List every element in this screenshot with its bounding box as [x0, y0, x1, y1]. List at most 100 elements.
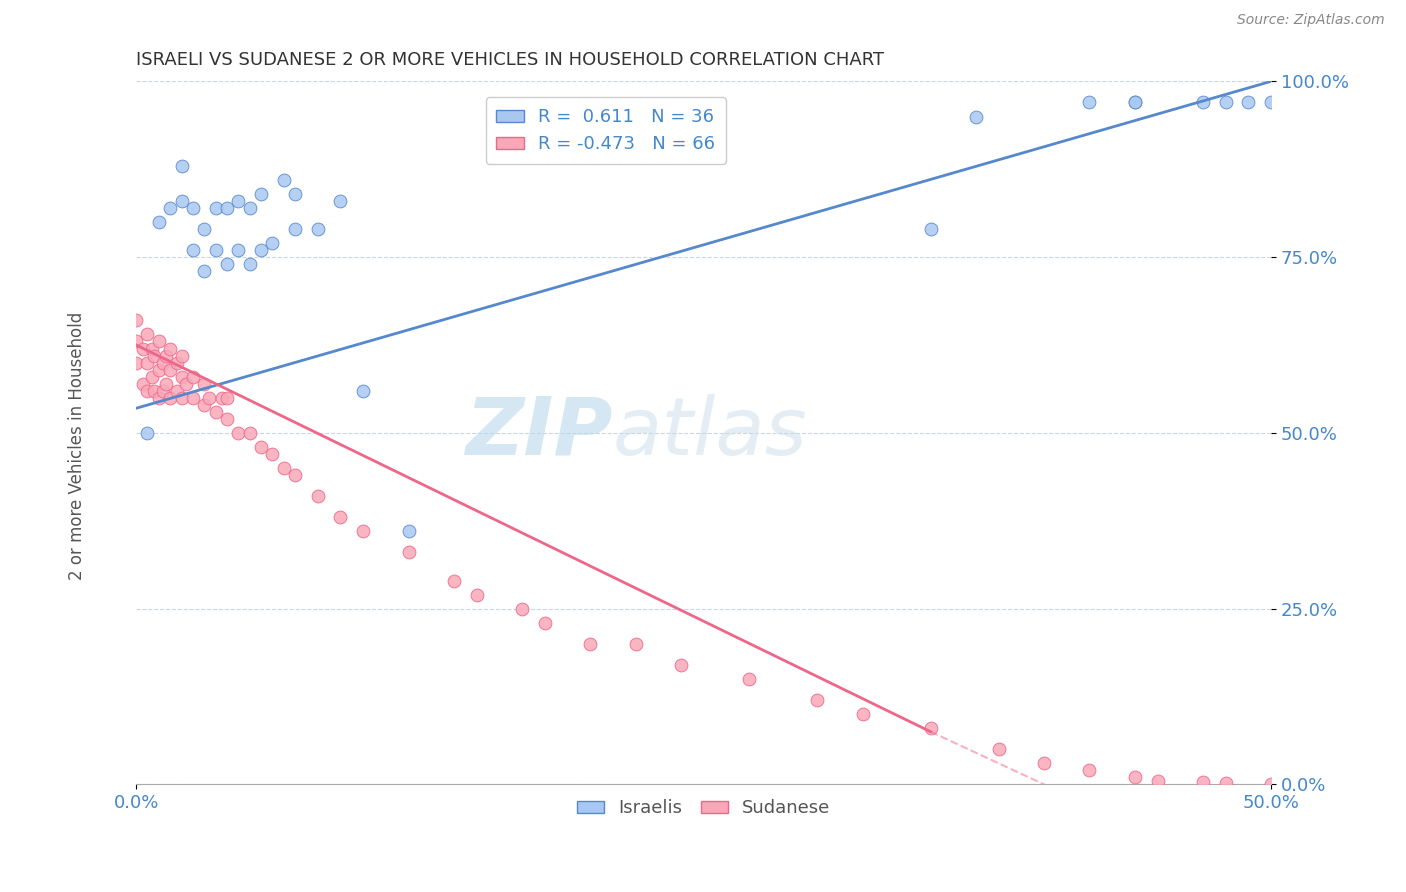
Point	[155, 376, 177, 391]
Point	[284, 468, 307, 483]
Text: ISRAELI VS SUDANESE 2 OR MORE VEHICLES IN HOUSEHOLD CORRELATION CHART: ISRAELI VS SUDANESE 2 OR MORE VEHICLES I…	[136, 51, 884, 69]
Point	[148, 362, 170, 376]
Point	[132, 376, 155, 391]
Point	[398, 545, 420, 559]
Point	[125, 355, 148, 369]
Point	[174, 376, 197, 391]
Point	[132, 342, 155, 356]
Point	[1123, 95, 1146, 110]
Point	[159, 391, 181, 405]
Point	[136, 384, 159, 398]
Point	[1078, 95, 1101, 110]
Point	[204, 201, 226, 215]
Point	[136, 327, 159, 342]
Point	[152, 355, 174, 369]
Point	[136, 425, 159, 440]
Point	[398, 524, 420, 539]
Point	[170, 159, 193, 173]
Point	[215, 391, 238, 405]
Point	[181, 201, 204, 215]
Point	[148, 215, 170, 229]
Point	[170, 194, 193, 208]
Point	[159, 201, 181, 215]
Point	[1123, 95, 1146, 110]
Point	[215, 412, 238, 426]
Point	[141, 342, 163, 356]
Legend: Israelis, Sudanese: Israelis, Sudanese	[569, 792, 838, 824]
Point	[307, 222, 329, 236]
Point	[250, 243, 273, 257]
Point	[141, 369, 163, 384]
Point	[204, 243, 226, 257]
Point	[965, 110, 987, 124]
Point	[669, 657, 692, 672]
Text: ZIP: ZIP	[465, 394, 613, 472]
Point	[1033, 756, 1056, 771]
Point	[215, 257, 238, 271]
Point	[262, 447, 284, 461]
Point	[148, 391, 170, 405]
Point	[284, 186, 307, 201]
Point	[1260, 777, 1282, 791]
Point	[284, 222, 307, 236]
Point	[181, 369, 204, 384]
Point	[510, 601, 533, 615]
Point	[250, 440, 273, 454]
Point	[211, 391, 233, 405]
Point	[1192, 95, 1215, 110]
Point	[170, 391, 193, 405]
Point	[166, 355, 188, 369]
Point	[197, 391, 219, 405]
Point	[193, 222, 215, 236]
Point	[1146, 773, 1168, 788]
Point	[273, 173, 295, 187]
Point	[193, 264, 215, 278]
Text: 2 or more Vehicles in Household: 2 or more Vehicles in Household	[69, 312, 86, 580]
Point	[125, 313, 148, 327]
Point	[1192, 775, 1215, 789]
Point	[239, 257, 262, 271]
Point	[193, 376, 215, 391]
Point	[159, 342, 181, 356]
Point	[148, 334, 170, 349]
Point	[250, 186, 273, 201]
Point	[143, 384, 166, 398]
Point	[181, 391, 204, 405]
Point	[155, 349, 177, 363]
Point	[920, 222, 942, 236]
Point	[181, 243, 204, 257]
Point	[1215, 776, 1237, 790]
Point	[125, 334, 148, 349]
Point	[443, 574, 465, 588]
Point	[193, 398, 215, 412]
Point	[159, 362, 181, 376]
Point	[851, 707, 873, 722]
Point	[143, 349, 166, 363]
Point	[579, 637, 602, 651]
Point	[1215, 95, 1237, 110]
Point	[239, 201, 262, 215]
Point	[226, 194, 249, 208]
Point	[533, 615, 555, 630]
Point	[1123, 771, 1146, 785]
Point	[624, 637, 647, 651]
Point	[307, 489, 329, 503]
Point	[170, 349, 193, 363]
Point	[738, 672, 761, 686]
Point	[352, 524, 374, 539]
Point	[239, 425, 262, 440]
Point	[226, 425, 249, 440]
Text: atlas: atlas	[613, 394, 807, 472]
Point	[226, 243, 249, 257]
Point	[987, 742, 1010, 756]
Point	[329, 510, 352, 524]
Point	[273, 461, 295, 475]
Point	[136, 355, 159, 369]
Point	[1260, 95, 1282, 110]
Point	[215, 201, 238, 215]
Point	[806, 693, 828, 707]
Point	[204, 405, 226, 419]
Point	[465, 588, 488, 602]
Point	[262, 235, 284, 250]
Point	[1237, 95, 1260, 110]
